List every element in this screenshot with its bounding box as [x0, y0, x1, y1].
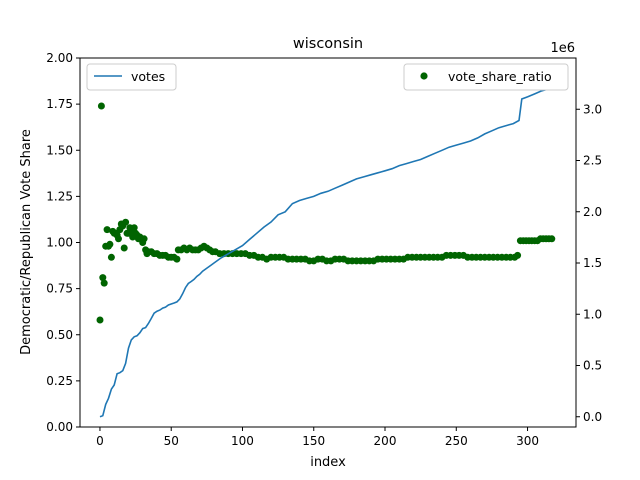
- y2-tick-label: 1.0: [583, 307, 602, 321]
- y-tick-label: 0.25: [46, 374, 73, 388]
- y-tick-label: 1.00: [46, 236, 73, 250]
- x-tick-label: 150: [302, 434, 325, 448]
- scatter-point: [122, 218, 130, 226]
- legend-left-box: [86, 63, 177, 91]
- y2-axis-offset-label: 1e6: [550, 41, 575, 56]
- x-axis-label: index: [310, 455, 346, 470]
- scatter-point: [130, 224, 138, 232]
- scatter-point: [514, 251, 522, 259]
- scatter-point: [96, 316, 104, 324]
- y2-tick-label: 0.0: [583, 410, 602, 424]
- legend-right-box: [403, 63, 569, 91]
- scatter-point: [140, 235, 148, 243]
- x-tick-label: 200: [374, 434, 397, 448]
- chart-title: wisconsin: [293, 36, 363, 52]
- x-tick-label: 0: [96, 434, 104, 448]
- scatter-point: [173, 255, 181, 263]
- y-tick-label: 2.00: [46, 51, 73, 65]
- scatter-point: [106, 240, 114, 248]
- scatter-point: [115, 235, 122, 243]
- y-tick-label: 1.25: [46, 189, 73, 203]
- x-tick-label: 250: [445, 434, 468, 448]
- scatter-point: [107, 253, 115, 261]
- y2-tick-label: 2.5: [583, 154, 602, 168]
- scatter-point: [97, 102, 105, 110]
- votes-series-line: [99, 86, 557, 418]
- scatter-point: [120, 244, 128, 252]
- x-tick-label: 300: [516, 434, 539, 448]
- legend-right-label: vote_share_ratio: [448, 69, 552, 84]
- y-tick-label: 0.75: [46, 282, 73, 296]
- scatter-point: [99, 274, 107, 282]
- scatter-point: [548, 235, 556, 243]
- legend-left-label: votes: [131, 69, 165, 84]
- vote-share-ratio-series: [96, 102, 556, 324]
- y-tick-label: 0.00: [46, 420, 73, 434]
- legend-left: votes: [86, 63, 177, 91]
- y-tick-label: 0.50: [46, 328, 73, 342]
- y2-tick-label: 3.0: [583, 102, 602, 116]
- y-tick-label: 1.50: [46, 143, 73, 157]
- legend-right: vote_share_ratio: [403, 63, 569, 91]
- y-axis-label: Democratic/Republican Vote Share: [19, 129, 34, 355]
- x-tick-label: 50: [164, 434, 179, 448]
- x-tick-label: 100: [231, 434, 254, 448]
- scatter-point: [103, 226, 111, 234]
- y2-tick-label: 2.0: [583, 205, 602, 219]
- scatter-point: [100, 279, 108, 287]
- y2-tick-label: 0.5: [583, 359, 602, 373]
- legend-right-marker: [420, 72, 428, 80]
- y2-tick-label: 1.5: [583, 256, 602, 270]
- axes: 0 50 100 150 200 250 300 0.00 0.25 0.50 0.75 1.00 1.…: [46, 51, 602, 448]
- y-tick-label: 1.75: [46, 97, 73, 111]
